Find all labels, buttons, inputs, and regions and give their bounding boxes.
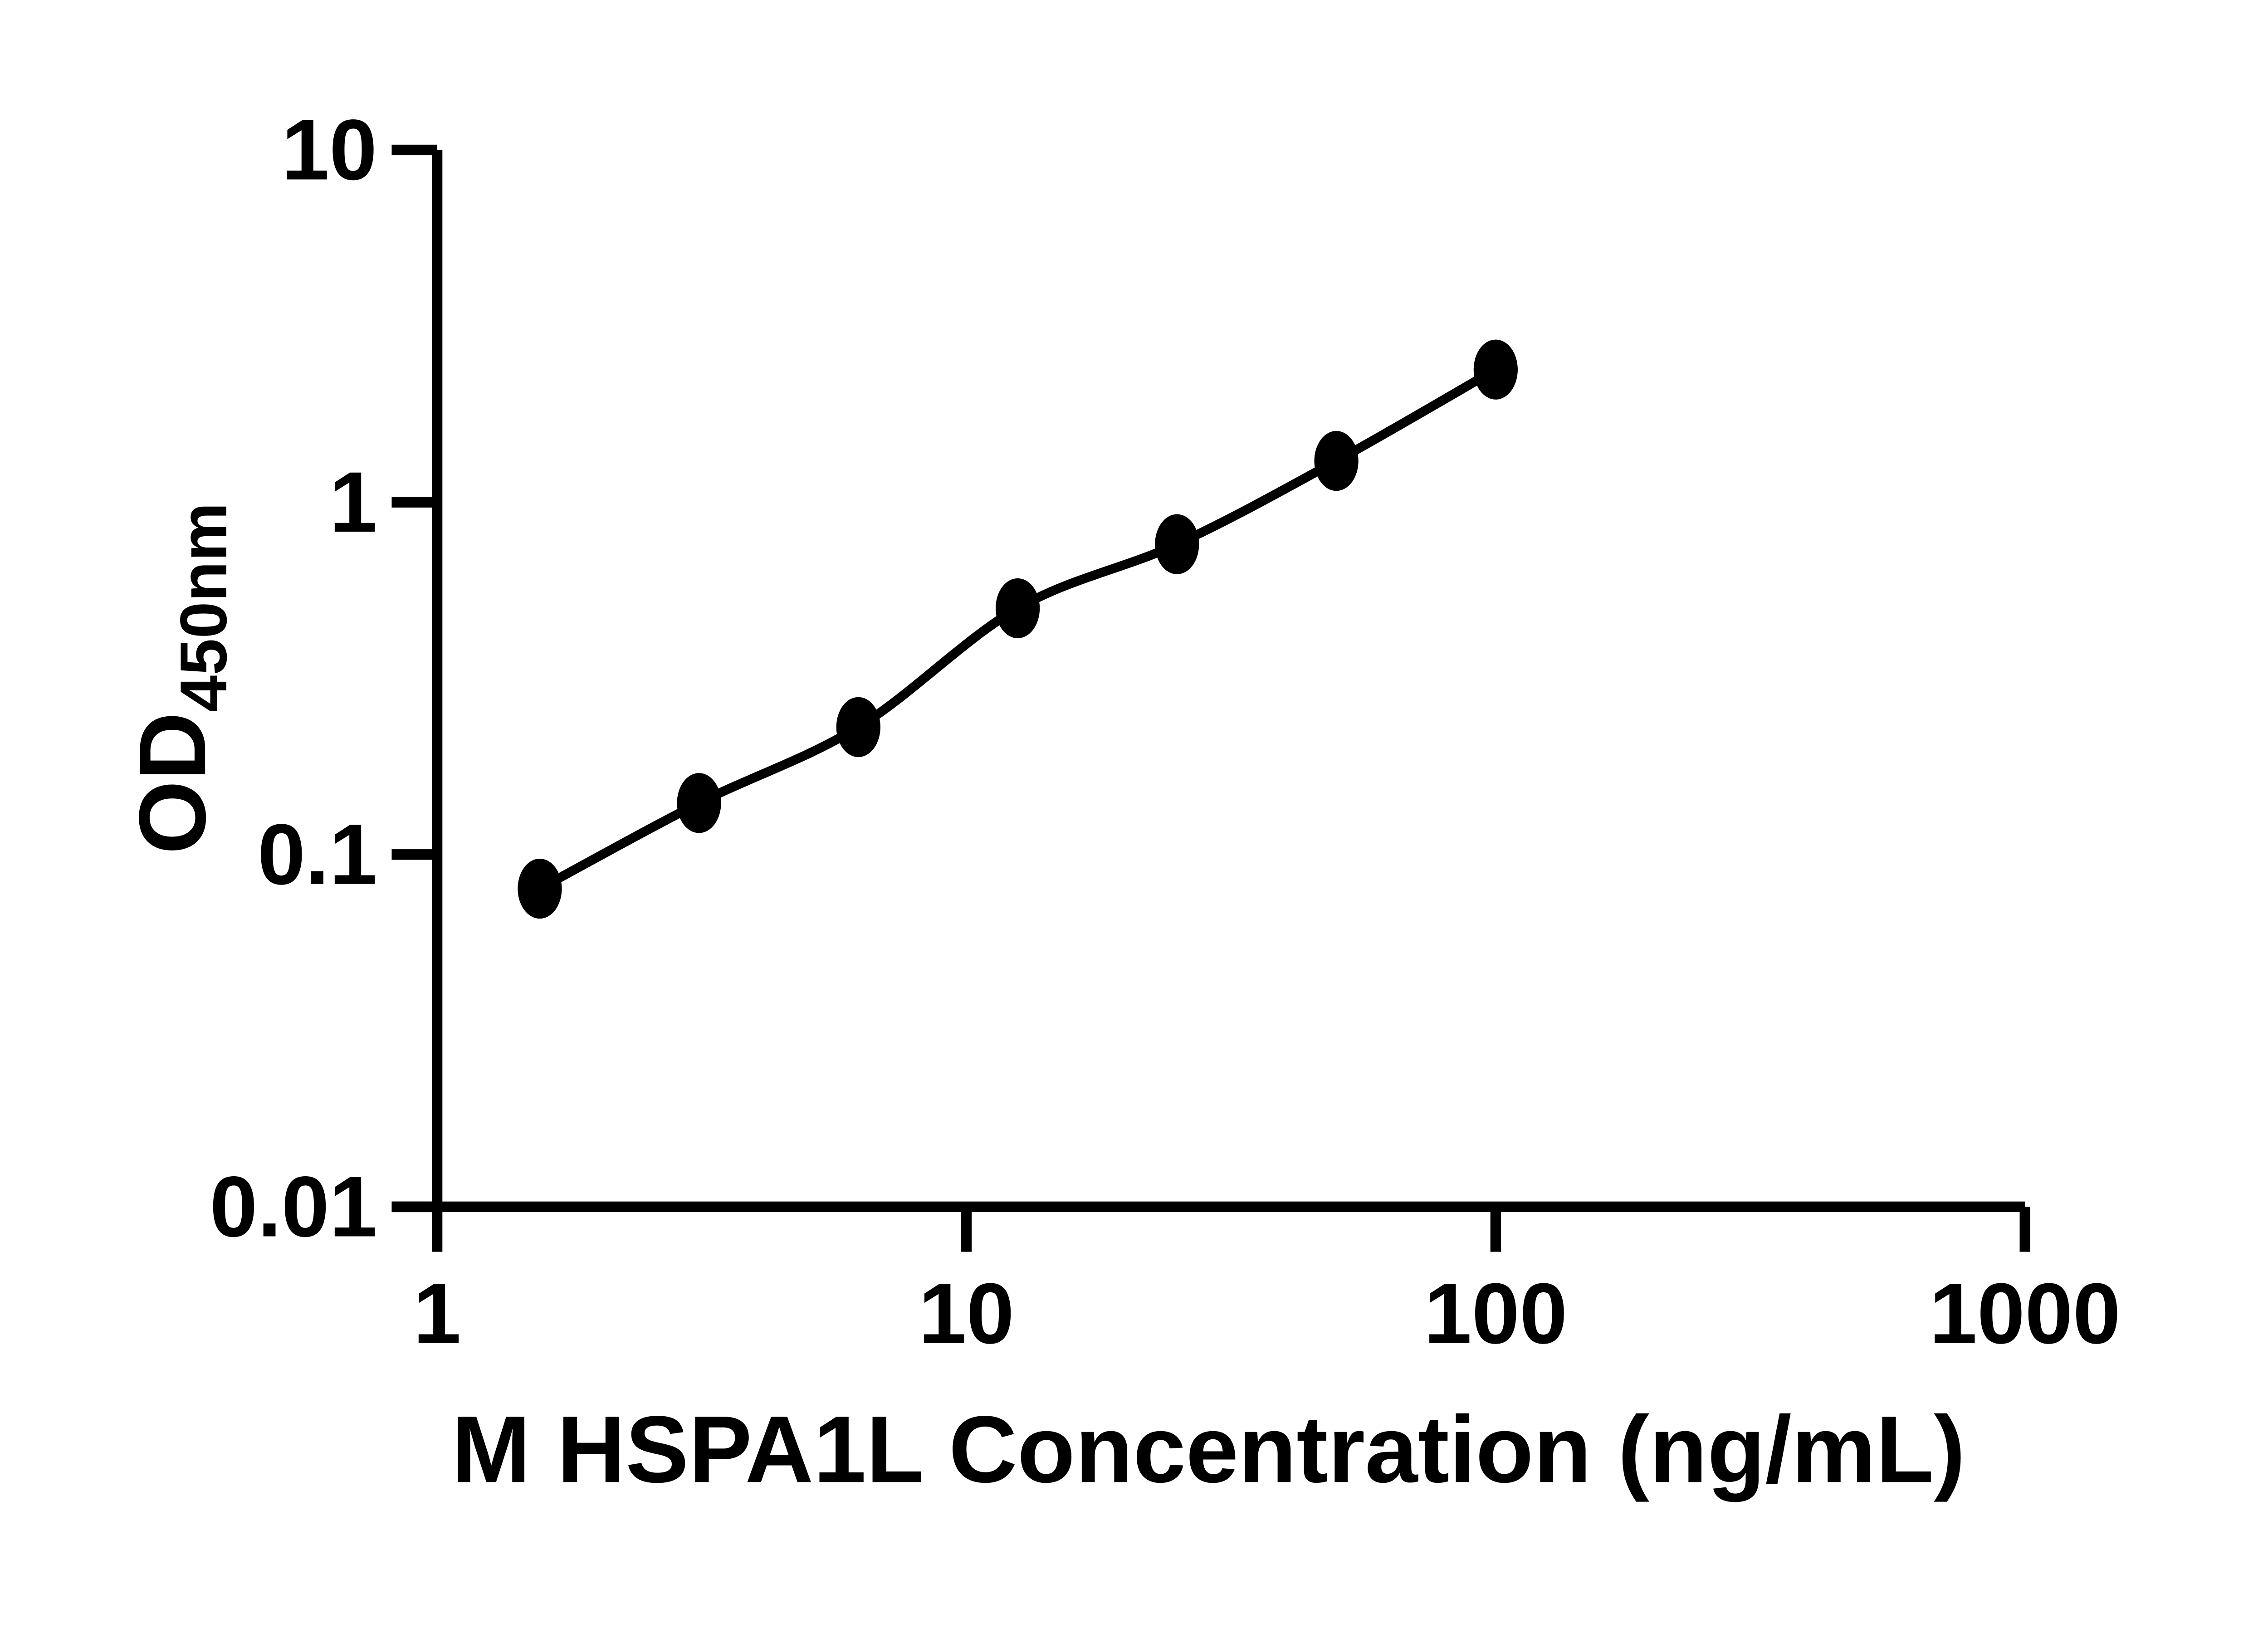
- y-axis-title: OD450nm: [120, 503, 240, 855]
- data-point-series: [518, 339, 1518, 919]
- y-axis-title-subscript: 450nm: [166, 503, 240, 712]
- data-point-marker: [995, 578, 1040, 639]
- y-tick-label: 1: [329, 454, 377, 550]
- y-tick-label: 0.01: [210, 1159, 377, 1255]
- y-tick-label: 10: [281, 102, 377, 198]
- y-axis-ticks: [391, 144, 437, 1213]
- x-tick-label: 10: [919, 1266, 1014, 1362]
- data-point-marker: [1473, 339, 1518, 400]
- x-axis-ticks: [431, 1207, 2030, 1252]
- x-axis-title: M HSPA1L Concentration (ng/mL): [452, 1397, 1965, 1502]
- data-point-marker: [836, 697, 880, 757]
- x-tick-label: 1000: [1929, 1266, 2121, 1362]
- data-point-marker: [677, 773, 721, 833]
- y-axis-title-main: OD: [120, 712, 225, 855]
- x-axis-tick-labels: 1 10 100 1000: [413, 1266, 2121, 1362]
- x-tick-label: 1: [413, 1266, 461, 1362]
- data-point-marker: [1155, 514, 1199, 574]
- y-axis-tick-labels: 10 1 0.1 0.01: [210, 102, 377, 1255]
- standard-curve-chart: 10 1 0.1 0.01 1 10 100 1000 M HSPA1L Concentra…: [120, 102, 2121, 1503]
- y-tick-label: 0.1: [258, 807, 377, 903]
- data-point-marker: [518, 858, 562, 919]
- data-point-marker: [1314, 430, 1359, 491]
- x-tick-label: 100: [1424, 1266, 1567, 1362]
